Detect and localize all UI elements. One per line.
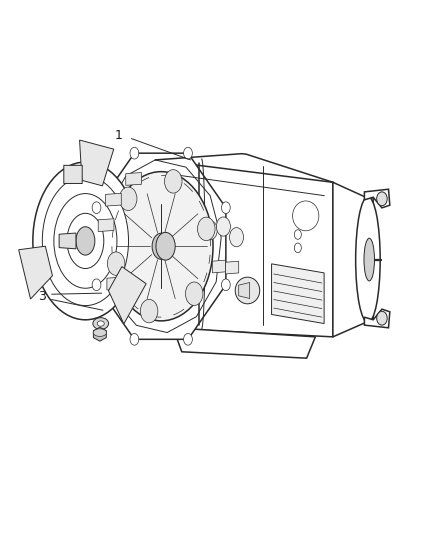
Polygon shape: [19, 246, 53, 299]
Ellipse shape: [130, 147, 139, 159]
Ellipse shape: [185, 282, 203, 305]
Ellipse shape: [130, 334, 139, 345]
Ellipse shape: [230, 228, 244, 247]
Polygon shape: [173, 328, 315, 358]
Polygon shape: [107, 277, 120, 290]
Ellipse shape: [184, 334, 192, 345]
Polygon shape: [106, 193, 121, 206]
Ellipse shape: [67, 213, 104, 269]
Ellipse shape: [156, 232, 175, 260]
Text: 1: 1: [114, 130, 122, 142]
Polygon shape: [364, 197, 373, 320]
Ellipse shape: [140, 300, 158, 323]
Ellipse shape: [107, 252, 125, 276]
Ellipse shape: [293, 201, 319, 231]
Ellipse shape: [216, 217, 230, 236]
Ellipse shape: [377, 311, 387, 325]
Polygon shape: [96, 153, 226, 340]
Polygon shape: [364, 189, 390, 208]
Ellipse shape: [93, 318, 109, 329]
Polygon shape: [333, 182, 366, 337]
Polygon shape: [101, 160, 221, 333]
Ellipse shape: [120, 187, 137, 211]
Ellipse shape: [364, 238, 374, 281]
Polygon shape: [272, 264, 324, 324]
Ellipse shape: [294, 230, 301, 239]
Ellipse shape: [61, 170, 84, 312]
Ellipse shape: [97, 321, 104, 326]
Ellipse shape: [222, 279, 230, 290]
Polygon shape: [80, 140, 114, 186]
Polygon shape: [364, 309, 390, 328]
Ellipse shape: [198, 217, 215, 240]
Polygon shape: [98, 219, 114, 231]
Ellipse shape: [377, 192, 387, 206]
Ellipse shape: [42, 176, 128, 305]
Polygon shape: [226, 261, 239, 274]
Ellipse shape: [356, 197, 380, 322]
Ellipse shape: [152, 233, 170, 259]
Ellipse shape: [92, 202, 101, 214]
Polygon shape: [117, 296, 130, 309]
Polygon shape: [212, 260, 226, 273]
Ellipse shape: [222, 202, 230, 214]
Text: 3: 3: [38, 290, 46, 303]
Ellipse shape: [92, 279, 101, 290]
Polygon shape: [59, 233, 76, 249]
Polygon shape: [109, 266, 146, 324]
Polygon shape: [126, 173, 141, 185]
Polygon shape: [239, 282, 250, 298]
Ellipse shape: [203, 221, 217, 240]
Ellipse shape: [93, 329, 106, 336]
Ellipse shape: [235, 277, 260, 304]
Polygon shape: [93, 327, 106, 341]
Ellipse shape: [33, 162, 138, 320]
FancyBboxPatch shape: [64, 165, 82, 183]
Polygon shape: [155, 160, 333, 337]
Ellipse shape: [54, 193, 117, 288]
Ellipse shape: [110, 172, 213, 321]
Ellipse shape: [184, 147, 192, 159]
Ellipse shape: [294, 243, 301, 253]
Ellipse shape: [76, 227, 95, 255]
Ellipse shape: [165, 169, 182, 193]
